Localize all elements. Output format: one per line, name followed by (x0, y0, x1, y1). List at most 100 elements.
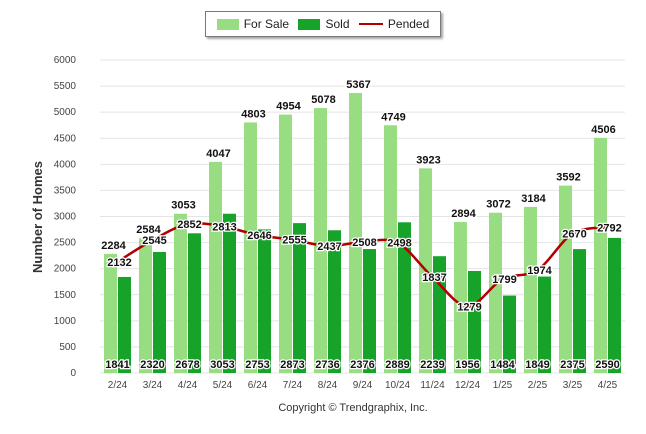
label-for-sale: 5367 (346, 79, 370, 91)
label-pended: 2813 (212, 221, 236, 233)
bar-for-sale (209, 161, 222, 373)
label-pended: 2555 (282, 235, 306, 247)
y-tick-label: 5500 (54, 81, 77, 92)
label-sold: 1956 (455, 359, 479, 371)
y-axis-ticks: 0 500 1000 1500 2000 2500 3000 3500 4000 4500 5000… (54, 55, 77, 379)
legend-item-sold: Sold (298, 17, 350, 31)
label-sold: 2376 (350, 359, 374, 371)
label-sold: 2239 (420, 359, 444, 371)
x-tick-label: 9/24 (353, 380, 373, 391)
bar-for-sale (349, 93, 362, 374)
label-for-sale: 3184 (521, 193, 546, 205)
label-sold: 1849 (525, 359, 549, 371)
x-axis-ticks: 2/24 3/24 4/24 5/24 6/24 7/24 8/24 9/24 10/24 11/… (108, 380, 618, 391)
y-tick-label: 2500 (54, 238, 77, 249)
label-for-sale: 4954 (276, 101, 301, 113)
legend-item-pended: Pended (358, 17, 430, 31)
bar-sold (363, 249, 376, 373)
x-tick-label: 5/24 (213, 380, 233, 391)
label-sold: 2678 (175, 359, 199, 371)
label-sold: 2375 (560, 359, 584, 371)
bar-sold (188, 233, 201, 373)
for-sale-swatch-icon (216, 18, 239, 30)
x-tick-label: 2/24 (108, 380, 128, 391)
label-pended: 2437 (317, 241, 341, 253)
label-pended: 1974 (527, 265, 552, 277)
label-for-sale: 4749 (381, 111, 405, 123)
label-for-sale: 2894 (451, 208, 476, 220)
label-for-sale: 3053 (171, 200, 195, 212)
label-sold: 2753 (245, 359, 269, 371)
label-pended: 2646 (247, 230, 271, 242)
legend-label-pended: Pended (387, 17, 430, 31)
label-sold: 1484 (490, 359, 515, 371)
sold-swatch-icon (298, 18, 321, 30)
label-for-sale: 3072 (486, 199, 510, 211)
y-tick-label: 0 (70, 368, 76, 379)
x-tick-label: 1/25 (493, 380, 513, 391)
bar-sold (258, 229, 271, 373)
label-sold: 3053 (210, 359, 234, 371)
bar-sold (223, 213, 236, 373)
label-pended: 1799 (492, 274, 516, 286)
pended-series (116, 222, 608, 308)
x-tick-label: 6/24 (248, 380, 268, 391)
y-tick-label: 500 (59, 342, 76, 353)
bar-sold (608, 237, 621, 373)
x-tick-label: 4/25 (598, 380, 618, 391)
label-for-sale: 4506 (591, 124, 615, 136)
label-sold: 2889 (385, 359, 409, 371)
bar-for-sale (454, 222, 467, 373)
y-tick-label: 2000 (54, 264, 77, 275)
bar-sold (118, 276, 131, 373)
label-for-sale: 3592 (556, 172, 580, 184)
bar-for-sale (559, 185, 572, 373)
bar-sold (153, 251, 166, 373)
x-tick-label: 3/25 (563, 380, 583, 391)
label-for-sale: 5078 (311, 94, 335, 106)
y-tick-label: 5000 (54, 107, 77, 118)
label-for-sale: 4047 (206, 148, 230, 160)
pended-line (116, 222, 608, 308)
label-for-sale: 2284 (101, 240, 126, 252)
label-pended: 1837 (422, 272, 446, 284)
bar-for-sale (384, 125, 397, 373)
label-sold: 2590 (595, 359, 619, 371)
x-tick-label: 7/24 (283, 380, 303, 391)
label-sold: 2320 (140, 359, 164, 371)
bar-sold (503, 295, 516, 373)
bar-sold (398, 222, 411, 373)
label-pended: 2545 (142, 235, 166, 247)
x-tick-label: 10/24 (385, 380, 410, 391)
legend-label-sold: Sold (325, 17, 350, 31)
label-pended: 2792 (597, 222, 621, 234)
label-for-sale: 3923 (416, 154, 440, 166)
label-pended: 2670 (562, 229, 586, 241)
x-tick-label: 8/24 (318, 380, 338, 391)
label-for-sale: 4803 (241, 108, 265, 120)
bar-for-sale (314, 108, 327, 374)
bar-for-sale (594, 137, 607, 373)
bar-sold (573, 249, 586, 373)
legend-label-for-sale: For Sale (243, 17, 290, 31)
y-tick-label: 3500 (54, 185, 77, 196)
label-sold: 2736 (315, 359, 339, 371)
bar-for-sale (174, 213, 187, 373)
label-pended: 2132 (107, 257, 131, 269)
bar-sold (293, 223, 306, 373)
bar-sold (433, 256, 446, 373)
y-axis-label: Number of Homes (30, 161, 45, 273)
bar-sold (328, 230, 341, 373)
label-pended: 2852 (177, 219, 201, 231)
bar-for-sale (139, 238, 152, 373)
label-pended: 1279 (457, 301, 481, 313)
y-tick-label: 4500 (54, 133, 77, 144)
y-tick-label: 3000 (54, 212, 77, 223)
y-tick-label: 4000 (54, 159, 77, 170)
label-pended: 2508 (352, 237, 376, 249)
x-tick-label: 11/24 (420, 380, 445, 391)
bar-for-sale (104, 253, 117, 373)
bar-for-sale (489, 212, 502, 373)
